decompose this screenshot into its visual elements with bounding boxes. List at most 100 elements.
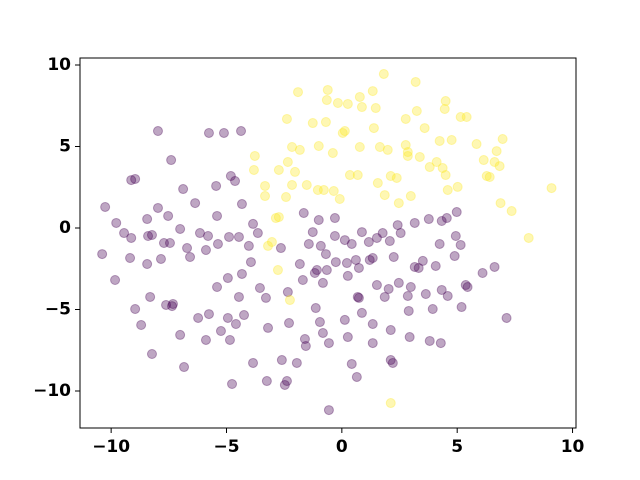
point [494,161,505,172]
y-tick-label: 5 [59,137,71,157]
point [243,240,254,251]
point [414,151,425,162]
point [311,265,322,276]
point [403,305,414,316]
point [427,304,438,315]
point [320,249,331,260]
point [392,220,403,231]
point [405,191,416,202]
point [270,213,281,224]
point [294,144,305,155]
point [371,280,382,291]
point [404,332,415,343]
point [419,123,430,134]
point [356,227,367,238]
point [152,202,163,213]
point [437,163,448,174]
point [263,322,274,333]
point [211,180,222,191]
point [430,260,441,271]
point [318,185,329,196]
point [321,95,332,106]
point [275,243,286,254]
point [341,258,352,269]
point [332,97,343,108]
point [460,280,471,291]
point [439,104,450,115]
point [248,357,259,368]
point [489,261,500,272]
point [284,318,295,329]
point [497,134,508,145]
point [301,179,312,190]
point [290,166,301,177]
point [287,179,298,190]
point [342,332,353,343]
y-tick-label: −5 [45,300,71,320]
point [409,217,420,228]
point [215,326,226,337]
point [323,338,334,349]
plot-area [80,58,576,428]
y-tick-label: 10 [47,55,71,75]
point [451,207,462,218]
point [377,228,388,239]
point [291,357,302,368]
point [456,302,467,313]
point [203,230,214,241]
point [130,173,141,184]
point [329,230,340,241]
point [239,310,250,321]
point [455,239,466,250]
point [435,338,446,349]
point [252,228,263,239]
point [378,68,389,79]
point [248,164,259,175]
point [273,212,284,223]
point [334,193,345,204]
point [442,290,453,301]
point [431,156,442,167]
point [364,254,375,265]
point [260,292,271,303]
point [356,102,367,113]
point [200,334,211,345]
point [254,282,265,293]
point [200,245,211,256]
point [222,273,233,284]
point [354,141,365,152]
point [230,176,241,187]
point [330,257,341,268]
point [194,228,205,239]
point [434,135,445,146]
y-tick-label: 0 [59,218,71,238]
point [164,238,175,248]
point [307,227,318,238]
point [294,259,305,270]
point [281,113,292,124]
point [436,284,447,295]
point [315,240,326,251]
point [363,237,374,248]
point [353,262,364,273]
point [312,185,323,196]
point [393,198,404,209]
point [317,327,328,338]
point [424,335,435,346]
point [342,270,353,281]
point [442,185,453,196]
point [320,117,331,128]
point [260,191,271,202]
x-tick-label: −10 [92,437,130,457]
point [233,291,244,302]
point [126,175,137,186]
point [281,192,292,203]
x-tick-label: 0 [336,437,348,457]
point [222,312,233,323]
point [152,126,163,137]
point [387,357,398,368]
point [393,277,404,288]
point [218,127,229,138]
point [317,277,328,288]
point [434,238,445,249]
